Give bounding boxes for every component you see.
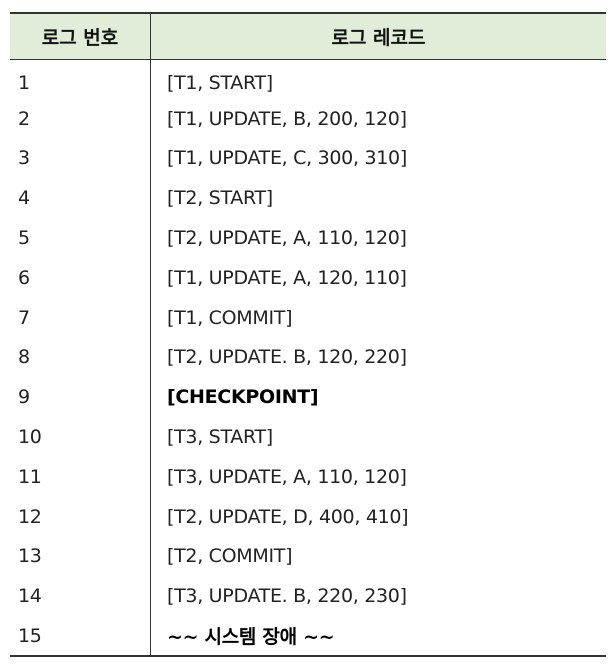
log-record-table: 로그 번호 로그 레코드 1 [T1, START] 2 [T1, UPDATE… [10, 12, 606, 657]
table-header: 로그 번호 로그 레코드 [10, 13, 606, 59]
checkpoint-record-cell: [CHECKPOINT] [167, 386, 319, 409]
table-row: 10 [T3, START] [10, 417, 606, 457]
log-number-cell: 10 [10, 417, 151, 457]
log-record-cell: [T2, START] [167, 187, 273, 210]
table-row: 11 [T3, UPDATE, A, 110, 120] [10, 456, 606, 497]
log-number-cell: 15 [10, 616, 151, 656]
header-log-number: 로그 번호 [10, 13, 151, 59]
table-row: 9 [CHECKPOINT] [10, 377, 606, 418]
log-record-cell: [T1, UPDATE, C, 300, 310] [167, 147, 407, 170]
table-row: 2 [T1, UPDATE, B, 200, 120] [10, 98, 606, 139]
log-record-cell: [T1, UPDATE, A, 120, 110] [167, 266, 407, 289]
log-record-cell: [T3, START] [167, 426, 273, 449]
log-record-cell: [T2, UPDATE. B, 120, 220] [167, 346, 407, 369]
table-row: 6 [T1, UPDATE, A, 120, 110] [10, 257, 606, 298]
log-number-cell: 7 [10, 297, 151, 338]
log-number-cell: 8 [10, 337, 151, 378]
log-number-cell: 1 [10, 59, 151, 99]
log-number-cell: 4 [10, 178, 151, 219]
log-number-cell: 11 [10, 456, 151, 497]
table-row: 8 [T2, UPDATE. B, 120, 220] [10, 337, 606, 378]
log-number-cell: 14 [10, 576, 151, 617]
log-record-cell: [T1, COMMIT] [167, 306, 293, 329]
table-row: 13 [T2, COMMIT] [10, 536, 606, 577]
log-number-cell: 6 [10, 257, 151, 298]
log-record-cell: [T3, UPDATE. B, 220, 230] [167, 585, 407, 608]
table-row: 7 [T1, COMMIT] [10, 297, 606, 338]
log-number-cell: 3 [10, 138, 151, 179]
log-number-cell: 9 [10, 377, 151, 418]
log-record-cell: [T1, UPDATE, B, 200, 120] [167, 107, 407, 130]
log-record-cell: [T3, UPDATE, A, 110, 120] [167, 465, 407, 488]
log-number-cell: 2 [10, 98, 151, 139]
system-failure-record-cell: ~~ 시스템 장애 ~~ [167, 626, 335, 649]
log-number-cell: 12 [10, 496, 151, 537]
log-record-cell: [T2, UPDATE, D, 400, 410] [167, 505, 409, 528]
log-number-cell: 5 [10, 218, 151, 258]
table-row: 15 ~~ 시스템 장애 ~~ [10, 616, 606, 656]
table-row: 1 [T1, START] [10, 59, 606, 99]
table-row: 14 [T3, UPDATE. B, 220, 230] [10, 576, 606, 617]
table-row: 5 [T2, UPDATE, A, 110, 120] [10, 218, 606, 258]
log-number-cell: 13 [10, 536, 151, 577]
table-body: 1 [T1, START] 2 [T1, UPDATE, B, 200, 120… [10, 59, 606, 656]
header-row: 로그 번호 로그 레코드 [10, 13, 606, 59]
table-row: 3 [T1, UPDATE, C, 300, 310] [10, 138, 606, 179]
table-row: 4 [T2, START] [10, 178, 606, 219]
log-record-cell: [T2, UPDATE, A, 110, 120] [167, 227, 407, 250]
table-row: 12 [T2, UPDATE, D, 400, 410] [10, 496, 606, 537]
header-log-record: 로그 레코드 [331, 26, 426, 49]
log-record-cell: [T1, START] [167, 72, 273, 95]
log-record-cell: [T2, COMMIT] [167, 545, 293, 568]
